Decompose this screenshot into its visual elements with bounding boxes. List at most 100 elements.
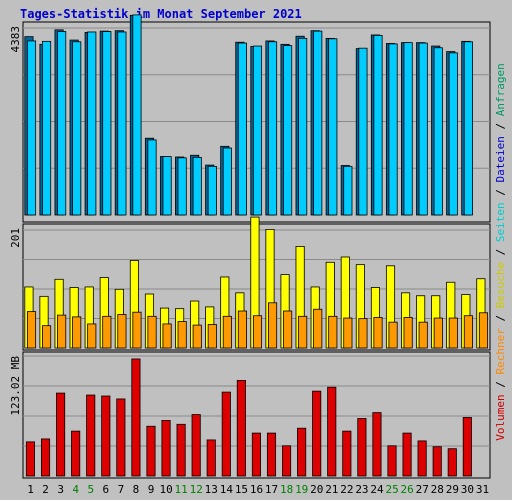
bar-dateien-day-3 — [57, 31, 67, 216]
legend-entry: / — [494, 381, 507, 394]
bar-dateien-day-29 — [448, 52, 458, 216]
bar-volumen-day-17 — [266, 432, 277, 477]
bar-rechner-day-2 — [42, 325, 52, 349]
bar-volumen-day-25 — [387, 445, 397, 477]
bar-rechner-day-19 — [298, 315, 308, 349]
bar-rechner-day-31 — [478, 312, 488, 349]
x-tick-label-26: 26 — [401, 483, 414, 496]
x-tick-label-2: 2 — [42, 483, 49, 496]
bar-dateien-day-22 — [343, 165, 353, 216]
bar-volumen-day-21 — [327, 386, 337, 477]
bar-rechner-day-20 — [313, 308, 323, 349]
legend-entry: / — [494, 249, 507, 262]
bar-volumen-day-2 — [40, 438, 51, 477]
bar-volumen-day-23 — [357, 418, 367, 477]
bar-dateien-day-11 — [177, 157, 187, 216]
x-tick-label-6: 6 — [103, 483, 110, 496]
bar-volumen-day-12 — [191, 414, 201, 477]
legend-entry: / — [494, 189, 507, 202]
bar-rechner-day-4 — [72, 316, 82, 349]
bar-rechner-day-28 — [433, 317, 443, 349]
x-tick-label-21: 21 — [325, 483, 338, 496]
bar-dateien-day-17 — [267, 41, 278, 216]
x-tick-label-20: 20 — [310, 483, 323, 496]
bar-rechner-day-1 — [26, 311, 37, 349]
bar-volumen-day-8 — [131, 358, 141, 477]
x-tick-label-11: 11 — [175, 483, 188, 496]
bar-rechner-day-14 — [222, 315, 232, 349]
y-axis-label: 201 — [9, 228, 22, 248]
bar-rechner-day-22 — [343, 317, 353, 349]
bar-volumen-day-19 — [297, 427, 307, 477]
y-axis-label: 4383 — [9, 26, 22, 53]
bar-dateien-day-26 — [403, 42, 413, 216]
x-tick-label-28: 28 — [431, 483, 444, 496]
bar-rechner-day-16 — [252, 315, 263, 349]
x-tick-label-22: 22 — [340, 483, 353, 496]
bar-dateien-day-24 — [373, 34, 383, 216]
x-tick-label-24: 24 — [370, 483, 384, 496]
legend-entry: Besuche — [494, 262, 507, 315]
x-axis: 1 2 3 4 5 6 7 8 9 10 11 12 13 14 15 16 17 18 19 20 21 22 23 24 2… — [27, 483, 489, 496]
x-tick-label-9: 9 — [148, 483, 155, 496]
bar-volumen-day-10 — [161, 419, 171, 477]
bar-dateien-day-20 — [313, 30, 323, 216]
panel-frame — [22, 351, 491, 479]
bar-dateien-day-4 — [72, 41, 82, 216]
bar-volumen-day-16 — [251, 432, 261, 477]
bar-volumen-day-20 — [312, 390, 322, 477]
bar-rechner-day-12 — [192, 324, 202, 349]
legend-entry: / — [494, 123, 507, 136]
y-axis-label: 123.02 MB — [9, 356, 22, 416]
x-tick-label-10: 10 — [159, 483, 172, 496]
x-tick-label-29: 29 — [446, 483, 459, 496]
x-tick-label-18: 18 — [280, 483, 293, 496]
bar-volumen-day-5 — [86, 394, 96, 477]
bar-volumen-day-15 — [236, 380, 246, 477]
bar-dateien-day-6 — [102, 31, 112, 216]
bar-dateien-day-25 — [388, 43, 398, 216]
bar-rechner-day-10 — [162, 323, 172, 349]
x-tick-label-13: 13 — [205, 483, 218, 496]
bar-volumen-day-13 — [206, 439, 216, 477]
bar-rechner-day-24 — [373, 317, 383, 349]
bar-dateien-day-15 — [237, 42, 247, 216]
bar-dateien-day-7 — [117, 31, 127, 216]
x-tick-label-1: 1 — [27, 483, 34, 496]
x-tick-label-4: 4 — [72, 483, 79, 496]
bar-dateien-day-21 — [328, 38, 338, 216]
bar-rechner-day-8 — [132, 311, 142, 349]
x-tick-label-25: 25 — [385, 483, 398, 496]
bar-volumen-day-26 — [402, 432, 412, 477]
bar-dateien-day-10 — [162, 156, 172, 216]
x-tick-label-3: 3 — [57, 483, 64, 496]
bar-dateien-day-9 — [147, 139, 157, 216]
bar-rechner-day-27 — [418, 321, 428, 349]
bar-dateien-day-14 — [222, 147, 232, 216]
bar-dateien-day-30 — [463, 41, 473, 216]
bar-volumen-day-1 — [25, 441, 35, 477]
bar-volumen-day-18 — [282, 445, 292, 477]
bar-dateien-day-8 — [132, 14, 142, 216]
panel-1: 4383 — [9, 14, 491, 223]
bar-dateien-day-1 — [26, 40, 37, 216]
bar-volumen-day-14 — [221, 391, 231, 477]
bar-dateien-day-12 — [192, 156, 202, 216]
bar-rechner-day-23 — [358, 318, 368, 349]
bar-rechner-day-11 — [177, 321, 187, 349]
bar-rechner-day-18 — [283, 310, 293, 349]
x-tick-label-17: 17 — [265, 483, 278, 496]
bar-volumen-day-9 — [146, 425, 156, 477]
bar-rechner-day-17 — [267, 302, 278, 349]
bar-dateien-day-5 — [87, 31, 97, 216]
bar-volumen-day-4 — [71, 430, 81, 477]
bar-rechner-day-30 — [463, 315, 473, 349]
x-tick-label-8: 8 — [133, 483, 140, 496]
x-tick-label-23: 23 — [355, 483, 368, 496]
legend-entry: / — [494, 315, 507, 328]
x-tick-label-12: 12 — [190, 483, 203, 496]
bar-volumen-day-28 — [432, 446, 442, 477]
x-tick-label-5: 5 — [87, 483, 94, 496]
bar-dateien-day-19 — [298, 37, 308, 216]
